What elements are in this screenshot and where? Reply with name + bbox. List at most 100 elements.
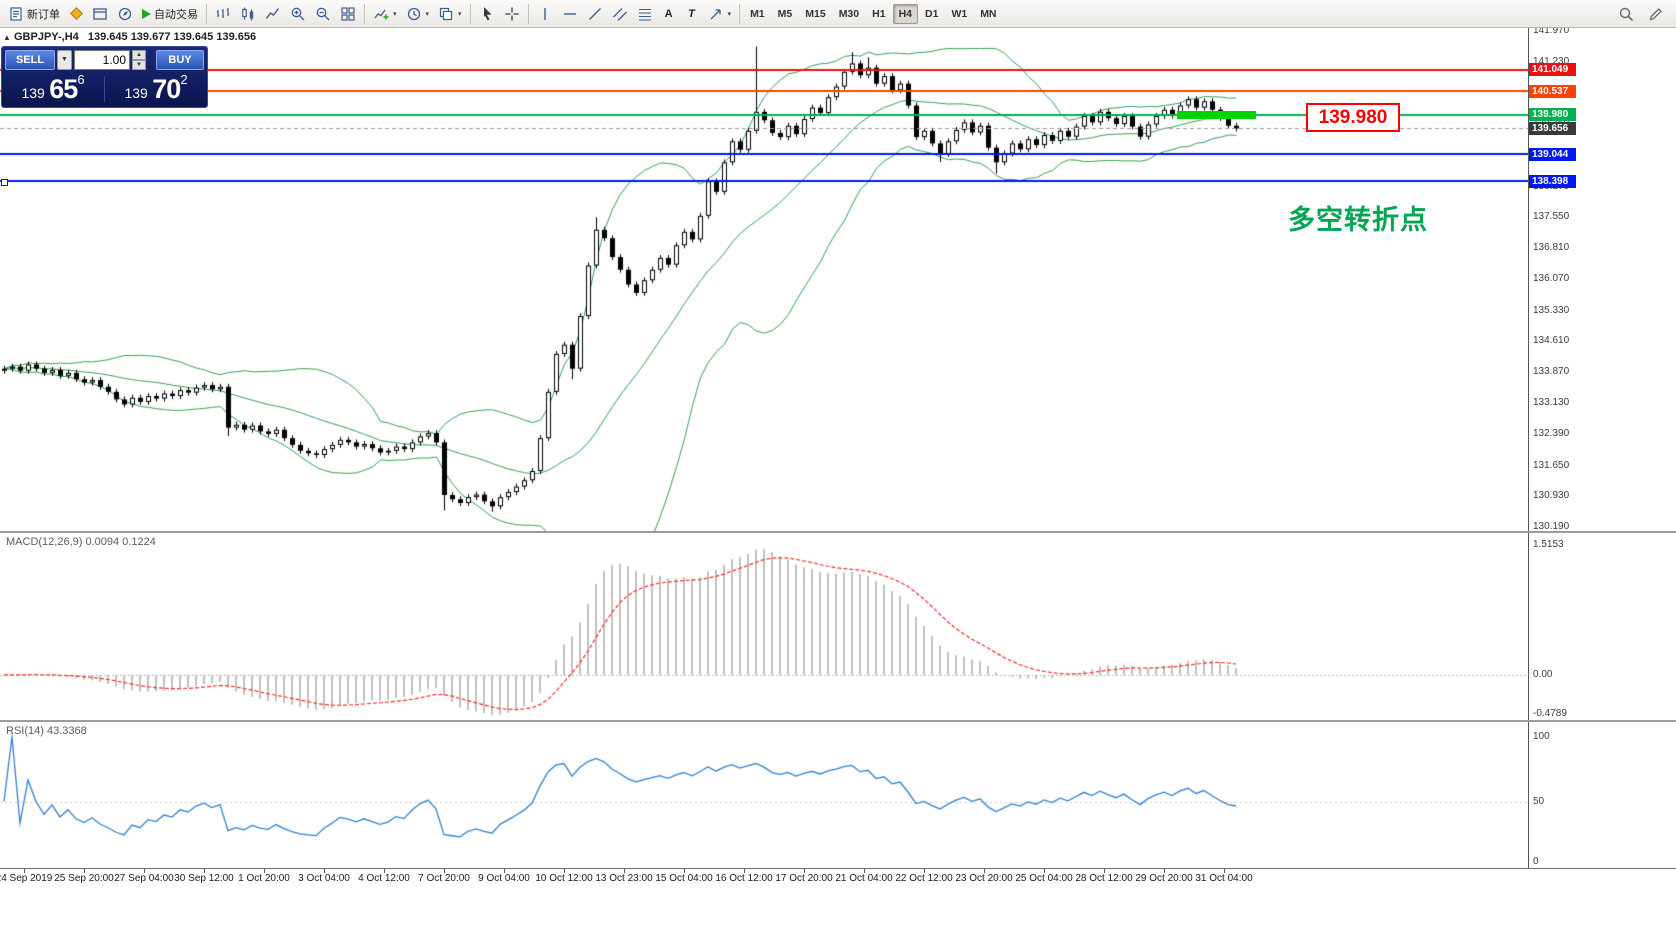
time-tick [624, 869, 625, 873]
time-label: 15 Oct 04:00 [655, 873, 713, 884]
highlight-rectangle-object[interactable] [1177, 111, 1256, 119]
time-tick [444, 869, 445, 873]
time-label: 9 Oct 04:00 [478, 873, 530, 884]
time-tick [1104, 869, 1105, 873]
data-window-button[interactable] [88, 3, 112, 25]
time-tick [204, 869, 205, 873]
chart-title-ohlc: GBPJPY-,H4 139.645 139.677 139.645 139.6… [14, 31, 256, 43]
time-label: 17 Oct 20:00 [775, 873, 833, 884]
tile-windows-button[interactable] [336, 3, 360, 25]
time-tick [24, 869, 25, 873]
search-button[interactable] [1614, 3, 1638, 25]
arrows-button[interactable]: ▾ [704, 3, 736, 25]
current-price-chip: 139.656 [1529, 121, 1576, 135]
price-level-chip: 141.049 [1529, 63, 1576, 77]
periods-clock-icon [407, 7, 420, 20]
zoom-in-button[interactable] [286, 3, 310, 25]
one-click-collapse-arrow-icon[interactable]: ▲ [3, 33, 11, 42]
timeframe-button-w1[interactable]: W1 [951, 7, 968, 20]
buy-button[interactable]: BUY [156, 49, 204, 70]
time-tick [984, 869, 985, 873]
time-tick [84, 869, 85, 873]
sell-price-main: 139 [21, 85, 45, 101]
zoom-in-icon [291, 7, 305, 20]
time-tick [864, 869, 865, 873]
vertical-line-icon [543, 7, 546, 20]
periods-button[interactable]: ▾ [402, 3, 434, 25]
search-icon [1619, 7, 1634, 21]
cursor-button[interactable] [475, 3, 499, 25]
time-tick [264, 869, 265, 873]
sell-button[interactable]: SELL [5, 49, 55, 70]
trade-panel-prices: 139 656 139 702 [2, 72, 207, 105]
rsi-indicator-canvas[interactable] [0, 722, 1528, 868]
price-tick-label: 137.550 [1533, 211, 1570, 223]
timeframe-button-m30[interactable]: M30 [838, 7, 860, 20]
compose-button[interactable] [1644, 3, 1668, 25]
time-axis[interactable] [0, 868, 1676, 892]
price-level-chip: 139.980 [1529, 108, 1576, 122]
zoom-out-button[interactable] [311, 3, 335, 25]
trendline-button[interactable] [583, 3, 607, 25]
main-chart-canvas[interactable] [0, 28, 1528, 531]
text-button[interactable]: A [664, 7, 673, 20]
text-label-button[interactable]: T [688, 7, 695, 20]
macd-tick-label: 0.00 [1533, 668, 1553, 680]
timeframe-button-m5[interactable]: M5 [777, 7, 793, 20]
templates-button[interactable]: ▾ [434, 3, 466, 25]
time-label: 3 Oct 04:00 [298, 873, 350, 884]
time-label: 25 Sep 20:00 [54, 873, 114, 884]
navigator-button[interactable] [113, 3, 137, 25]
timeframe-button-m1[interactable]: M1 [750, 7, 765, 20]
price-callout-label[interactable]: 139.980 [1306, 103, 1400, 132]
timeframe-button-mn[interactable]: MN [980, 7, 997, 20]
time-label: 29 Oct 20:00 [1135, 873, 1193, 884]
time-tick [924, 869, 925, 873]
macd-indicator-canvas[interactable] [0, 533, 1528, 720]
new-order-icon [10, 6, 22, 21]
new-order-button[interactable]: 新订单 [4, 3, 64, 25]
buy-price-display[interactable]: 139 702 [105, 72, 207, 105]
toolbar-separator [364, 3, 365, 24]
chinese-annotation-text[interactable]: 多空转折点 [1288, 205, 1428, 235]
price-axis[interactable] [1528, 28, 1676, 890]
indicators-button[interactable]: ▾ [369, 3, 401, 25]
volume-input[interactable] [74, 49, 130, 70]
order-type-dropdown[interactable]: ▼ [57, 49, 72, 70]
timeframe-button-h4[interactable]: H4 [892, 3, 918, 24]
buy-price-pips: 70 [152, 74, 181, 104]
candlestick-chart-button[interactable] [236, 3, 260, 25]
time-label: 21 Oct 04:00 [835, 873, 893, 884]
buy-price-point: 2 [180, 72, 188, 87]
horizontal-line-button[interactable] [558, 3, 582, 25]
bar-chart-button[interactable] [211, 3, 235, 25]
crosshair-icon [505, 7, 519, 20]
main-toolbar: 新订单 自动交易 [0, 0, 1676, 28]
price-tick-label: 136.070 [1533, 273, 1570, 285]
fibonacci-button[interactable] [633, 3, 657, 25]
sell-price-display[interactable]: 139 656 [2, 72, 104, 105]
equidistant-channel-button[interactable] [608, 3, 632, 25]
line-selection-handle[interactable] [1, 179, 8, 186]
pane-separator[interactable] [0, 720, 1676, 722]
autotrading-button[interactable]: 自动交易 [138, 3, 202, 25]
volume-up-button[interactable]: ▲ [132, 49, 146, 60]
price-tick-label: 134.610 [1533, 334, 1570, 346]
timeframe-button-d1[interactable]: D1 [925, 7, 939, 20]
line-chart-icon [265, 7, 280, 19]
pane-separator[interactable] [0, 531, 1676, 533]
templates-icon [439, 7, 453, 20]
vertical-line-button[interactable] [533, 3, 557, 25]
time-label: 27 Sep 04:00 [114, 873, 174, 884]
line-chart-button[interactable] [261, 3, 285, 25]
market-watch-button[interactable] [65, 3, 87, 25]
volume-down-button[interactable]: ▼ [132, 59, 146, 70]
timeframe-button-m15[interactable]: M15 [805, 7, 826, 20]
time-tick [684, 869, 685, 873]
price-tick-label: 130.190 [1533, 521, 1570, 532]
timeframe-button-h1[interactable]: H1 [872, 7, 886, 20]
crosshair-button[interactable] [500, 3, 524, 25]
time-tick [1044, 869, 1045, 873]
time-label: 25 Oct 04:00 [1015, 873, 1073, 884]
